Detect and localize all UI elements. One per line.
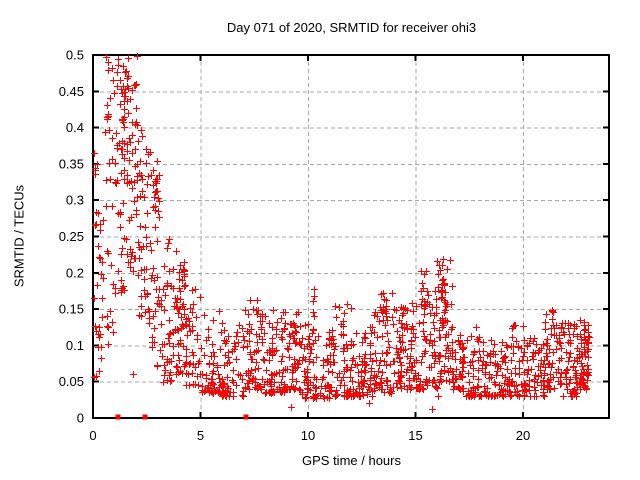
chart-title: Day 071 of 2020, SRMTID for receiver ohi… <box>226 20 477 35</box>
srmtid-scatter-points <box>91 53 593 413</box>
y-tick-label: 0.35 <box>59 156 84 171</box>
x-tick-label: 10 <box>301 428 315 443</box>
grid-lines <box>93 55 609 418</box>
y-tick-label: 0 <box>77 411 84 426</box>
axis-flag-squares <box>115 414 249 420</box>
x-tick-label: 15 <box>408 428 422 443</box>
y-tick-label: 0.5 <box>66 48 84 63</box>
y-tick-label: 0.45 <box>59 84 84 99</box>
x-tick-label: 20 <box>516 428 530 443</box>
tick-labels: 0 0.05 0.1 0.15 0.2 0.25 0.3 0.35 0.4 0.45 0.5 0 5 10… <box>59 48 531 444</box>
axes-border <box>92 54 610 419</box>
y-tick-label: 0.05 <box>59 374 84 389</box>
y-tick-label: 0.4 <box>66 120 84 135</box>
x-axis-label: GPS time / hours <box>302 453 401 468</box>
y-tick-label: 0.25 <box>59 229 84 244</box>
x-tick-label: 5 <box>197 428 204 443</box>
y-tick-label: 0.2 <box>66 265 84 280</box>
x-tick-label: 0 <box>89 428 96 443</box>
y-tick-label: 0.3 <box>66 193 84 208</box>
y-tick-label: 0.1 <box>66 338 84 353</box>
y-tick-label: 0.15 <box>59 302 84 317</box>
